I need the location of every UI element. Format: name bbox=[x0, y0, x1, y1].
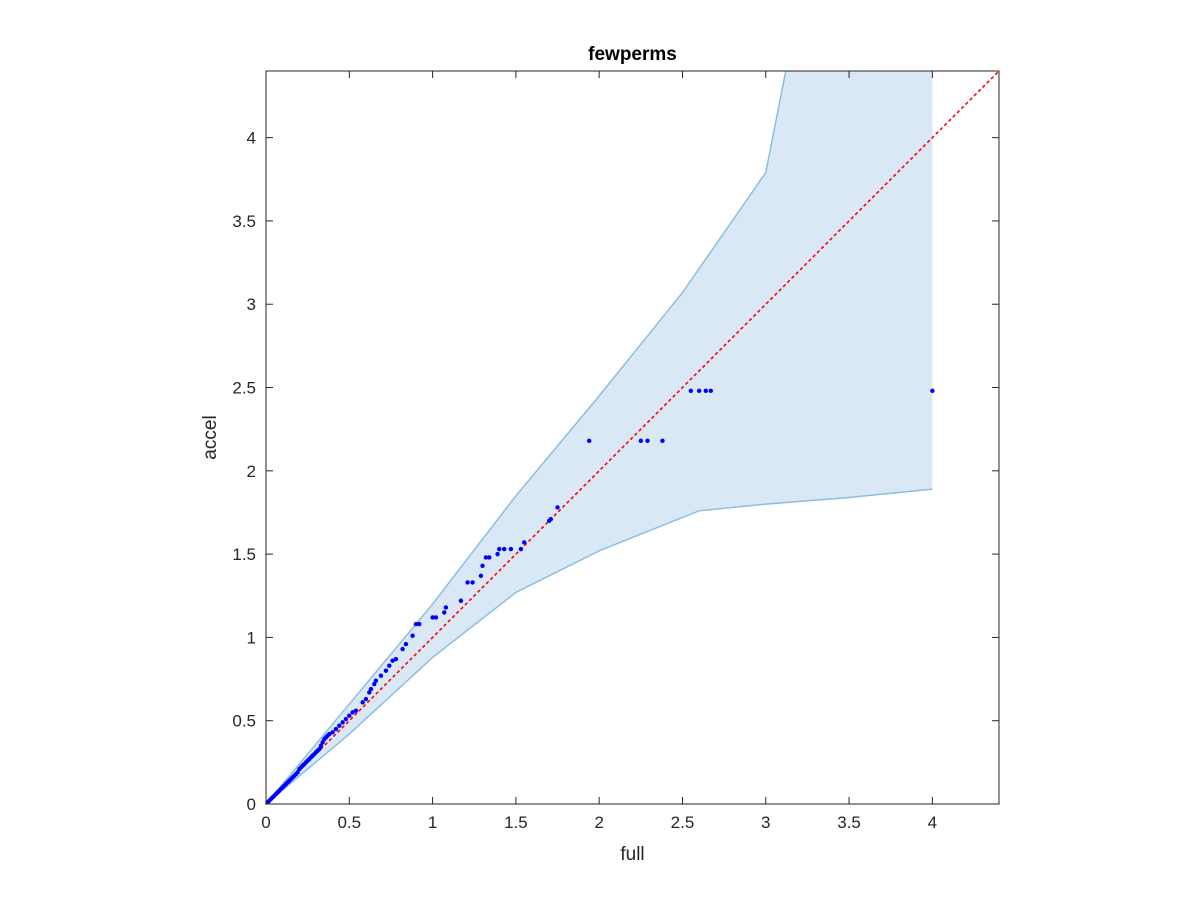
data-point bbox=[327, 731, 332, 737]
data-point bbox=[502, 546, 507, 552]
data-point bbox=[337, 723, 342, 728]
x-tick-label: 2.5 bbox=[671, 813, 695, 832]
data-point bbox=[403, 641, 409, 647]
data-points bbox=[265, 388, 935, 805]
data-point bbox=[696, 388, 702, 394]
y-tick-label: 2 bbox=[247, 462, 256, 481]
y-axis-label: accel bbox=[200, 415, 221, 459]
data-point bbox=[638, 438, 644, 444]
x-tick-label: 0 bbox=[261, 813, 270, 832]
data-point bbox=[708, 388, 713, 394]
data-point bbox=[458, 598, 464, 603]
data-point bbox=[703, 388, 708, 394]
data-point bbox=[350, 710, 355, 715]
data-point bbox=[508, 546, 514, 552]
data-point bbox=[548, 516, 554, 522]
data-point bbox=[433, 615, 439, 620]
data-point bbox=[497, 546, 502, 552]
x-tick-label: 4 bbox=[928, 813, 937, 832]
data-point bbox=[360, 700, 365, 705]
data-point bbox=[383, 668, 389, 673]
data-point bbox=[330, 730, 335, 735]
y-tick-label: 3.5 bbox=[232, 212, 256, 231]
band-upper-edge bbox=[265, 70, 787, 805]
data-point bbox=[353, 708, 359, 713]
data-point bbox=[688, 388, 694, 394]
identity-line bbox=[265, 70, 1000, 805]
data-point bbox=[480, 563, 485, 568]
y-tick-label: 1 bbox=[247, 628, 256, 647]
data-point bbox=[410, 633, 415, 638]
x-tick-label: 3.5 bbox=[837, 813, 861, 832]
data-point bbox=[373, 678, 379, 683]
data-point bbox=[333, 726, 339, 732]
band-lower-edge bbox=[265, 488, 933, 805]
data-point bbox=[465, 580, 470, 585]
y-tick-label: 4 bbox=[247, 129, 256, 148]
data-point bbox=[318, 743, 324, 748]
x-tick-label: 3 bbox=[761, 813, 770, 832]
data-point bbox=[400, 646, 405, 652]
data-point bbox=[378, 673, 384, 678]
data-point bbox=[487, 555, 492, 560]
data-point bbox=[478, 573, 484, 578]
data-point bbox=[390, 658, 395, 663]
data-point bbox=[522, 540, 527, 545]
data-point bbox=[295, 770, 300, 775]
data-point bbox=[443, 605, 449, 610]
data-point bbox=[495, 551, 500, 557]
data-point bbox=[387, 663, 392, 668]
data-point bbox=[555, 505, 560, 510]
x-tick-label: 1 bbox=[428, 813, 437, 832]
data-point bbox=[347, 713, 352, 718]
data-point bbox=[320, 740, 325, 745]
x-tick-label: 2 bbox=[594, 813, 603, 832]
data-point bbox=[518, 546, 524, 552]
reference-line bbox=[265, 70, 1000, 805]
data-point bbox=[586, 438, 592, 444]
y-tick-label: 1.5 bbox=[232, 545, 256, 564]
data-point bbox=[660, 438, 665, 444]
data-point bbox=[930, 388, 935, 394]
chart-title: fewperms bbox=[588, 44, 677, 65]
x-axis-label: full bbox=[620, 844, 644, 865]
band-fill bbox=[266, 71, 933, 804]
data-point bbox=[417, 621, 422, 627]
data-point bbox=[430, 615, 435, 620]
plot-frame bbox=[265, 70, 1000, 805]
y-tick-label: 0 bbox=[247, 795, 256, 814]
data-point bbox=[372, 681, 377, 687]
axis-ticks: 0 0.5 1 1.5 2 2.5 3 3.5 4 0 0.5 1 1.5 2 2.5 3 3.5 4 bbox=[232, 71, 999, 832]
data-point bbox=[363, 696, 369, 702]
data-point bbox=[483, 555, 489, 560]
data-point bbox=[340, 720, 345, 725]
data-point bbox=[442, 610, 447, 615]
data-point bbox=[645, 438, 650, 444]
data-point bbox=[368, 686, 374, 692]
y-tick-label: 3 bbox=[247, 295, 256, 314]
y-tick-label: 2.5 bbox=[232, 379, 256, 398]
y-tick-label: 0.5 bbox=[232, 712, 256, 731]
data-point bbox=[317, 746, 322, 752]
data-point bbox=[343, 716, 349, 722]
confidence-band bbox=[265, 70, 933, 805]
x-tick-label: 0.5 bbox=[337, 813, 361, 832]
data-point bbox=[393, 656, 399, 662]
x-tick-label: 1.5 bbox=[504, 813, 528, 832]
data-point bbox=[413, 621, 419, 627]
data-point bbox=[367, 690, 372, 695]
data-point bbox=[470, 580, 475, 585]
